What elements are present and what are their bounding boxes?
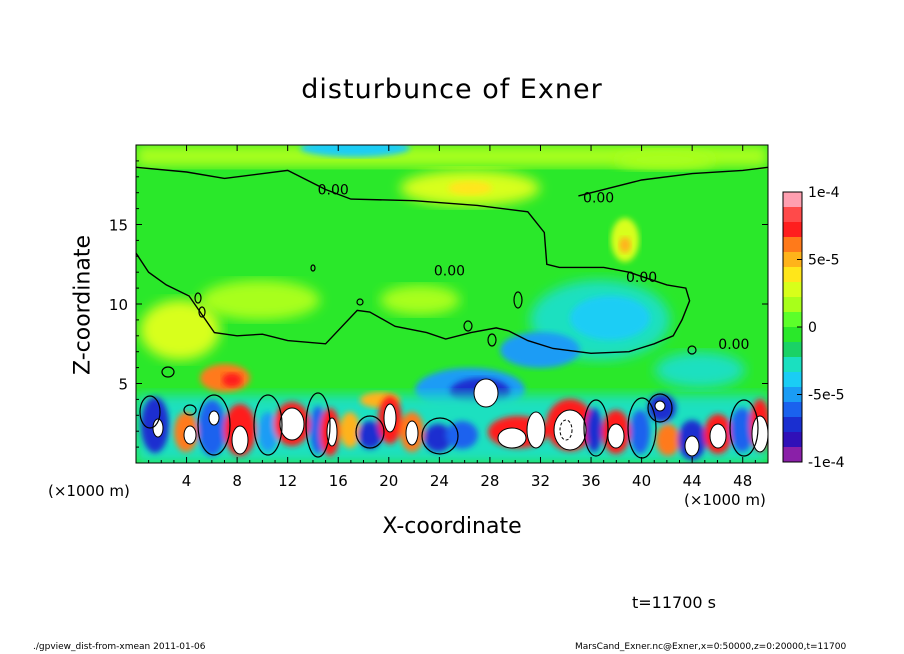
x-tick-label: 32 — [531, 472, 550, 490]
y-tick-label: 15 — [109, 217, 128, 235]
colorbar-band — [783, 282, 802, 298]
x-tick-label: 48 — [733, 472, 752, 490]
colorbar-band — [783, 297, 802, 313]
x-unit-label-right: (×1000 m) — [684, 491, 766, 509]
footer-source: MarsCand_Exner.nc@Exner,x=0:50000,z=0:20… — [575, 642, 847, 652]
x-tick-label: 20 — [379, 472, 398, 490]
colorbar-band — [783, 342, 802, 358]
x-tick-label: 40 — [632, 472, 651, 490]
colorbar-tick-label: 5e-5 — [808, 253, 839, 269]
colorbar-tick-label: -1e-4 — [808, 455, 845, 471]
x-tick-label: 36 — [581, 472, 600, 490]
colorbar-band — [783, 417, 802, 433]
contour-line-0 — [136, 166, 691, 355]
x-unit-label-left: (×1000 m) — [48, 482, 130, 500]
x-tick-label: 28 — [480, 472, 499, 490]
x-tick-label: 8 — [232, 472, 242, 490]
x-tick-label: 24 — [430, 472, 449, 490]
heatmap-area — [136, 145, 768, 463]
x-tick-label: 4 — [182, 472, 192, 490]
y-axis-label: Z-coordinate — [70, 235, 96, 375]
x-axis-label: X-coordinate — [382, 514, 522, 539]
colorbar-tick-label: 0 — [808, 320, 817, 336]
colorbar-band — [783, 192, 802, 208]
x-tick-label: 44 — [683, 472, 702, 490]
colorbar-band — [783, 402, 802, 418]
colorbar-band — [783, 222, 802, 238]
time-annotation: t=11700 s — [632, 593, 716, 612]
y-tick-label: 10 — [109, 296, 128, 314]
colorbar-band — [783, 207, 802, 223]
y-tick-label: 5 — [118, 376, 128, 394]
footer-command: ./gpview_dist-from-xmean 2011-01-06 — [33, 642, 206, 652]
contour-label-0: 0.00 — [318, 183, 349, 199]
contour-label-1: 0.00 — [434, 264, 465, 280]
colorbar-band — [783, 252, 802, 268]
x-tick-label: 12 — [278, 472, 297, 490]
colorbar-band — [783, 357, 802, 373]
colorbar-band — [783, 372, 802, 388]
colorbar-band — [783, 327, 802, 343]
colorbar-band — [783, 432, 802, 448]
colorbar-band — [783, 447, 802, 463]
chart-title: disturbunce of Exner — [301, 74, 603, 105]
colorbar-tick-label: -5e-5 — [808, 388, 845, 404]
colorbar-band — [783, 267, 802, 283]
colorbar-band — [783, 237, 802, 253]
x-tick-label: 16 — [329, 472, 348, 490]
contour-label-4: 0.00 — [718, 337, 749, 353]
colorbar-tick-label: 1e-4 — [808, 185, 840, 201]
contour-label-2: 0.00 — [583, 190, 614, 206]
contour-line-1 — [578, 166, 768, 197]
colorbar-band — [783, 387, 802, 403]
colorbar-band — [783, 312, 802, 328]
contour-label-3: 0.00 — [626, 270, 657, 286]
